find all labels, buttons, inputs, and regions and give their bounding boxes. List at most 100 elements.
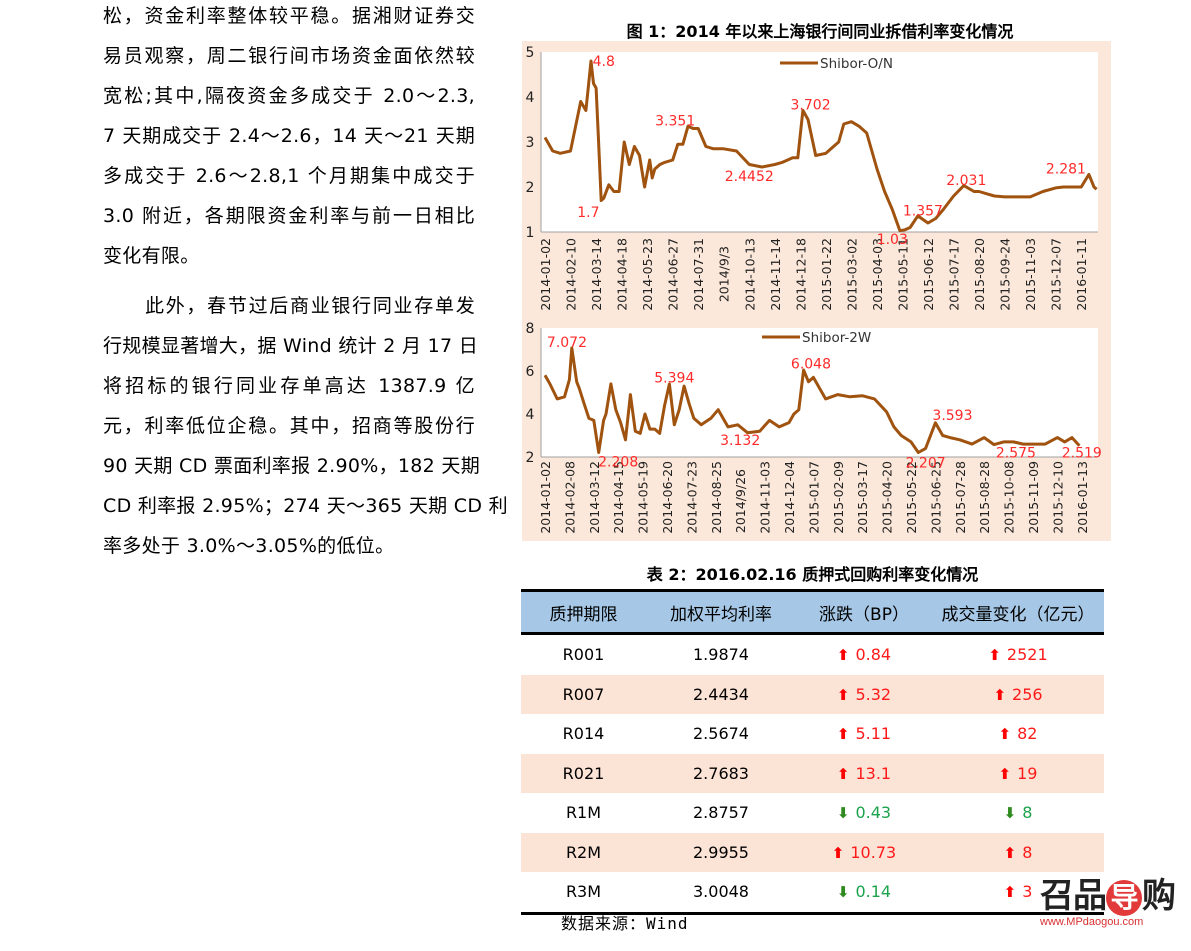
y-tick-label: 6 — [526, 364, 535, 380]
arrow-up-icon: ⬆ — [998, 764, 1012, 783]
series-line — [543, 346, 1081, 454]
change-value: 5.32 — [855, 684, 892, 704]
x-tick-label: 2015-12-07 — [1049, 238, 1064, 311]
table-row: R021 2.7683 ⬆ 13.1 ⬆ 19 — [521, 753, 1104, 793]
cell-volume: ⬆ 2521 — [932, 634, 1104, 675]
table-row: R1M 2.8757 ⬇ 0.43 ⬇ 8 — [521, 793, 1104, 833]
y-tick-label: 3 — [526, 135, 535, 151]
cell-change: ⬆ 10.73 — [796, 832, 932, 872]
x-tick-label: 2016-01-13 — [1075, 461, 1090, 534]
watermark: 召品导购 www.MPdaogou.com — [1040, 876, 1180, 928]
x-tick-label: 2014-10-13 — [742, 238, 757, 311]
x-tick-label: 2014-02-08 — [562, 461, 577, 534]
y-tick-label: 4 — [526, 407, 535, 423]
logo-text-mid: 导 — [1106, 880, 1142, 916]
y-tick-label: 2 — [526, 180, 535, 196]
volume-value: 256 — [1012, 684, 1043, 704]
table-row: R007 2.4434 ⬆ 5.32 ⬆ 256 — [521, 674, 1104, 714]
cell-rate: 2.9955 — [646, 832, 796, 872]
legend-label: Shibor-2W — [802, 330, 871, 346]
data-label: 2.031 — [946, 173, 986, 189]
volume-value: 2521 — [1006, 645, 1048, 665]
table-row: R001 1.9874 ⬆ 0.84 ⬆ 2521 — [521, 634, 1104, 675]
data-label: 1.357 — [903, 203, 943, 219]
table-row: R2M 2.9955 ⬆ 10.73 ⬆ 8 — [521, 832, 1104, 872]
cell-volume: ⬇ 8 — [932, 793, 1104, 833]
x-tick-label: 2015-03-02 — [844, 238, 859, 311]
x-tick-label: 2015-02-09 — [831, 461, 846, 534]
x-tick-label: 2015-05-11 — [895, 238, 910, 311]
header-weighted-rate: 加权平均利率 — [646, 589, 796, 635]
x-tick-label: 2015-04-03 — [870, 238, 885, 311]
x-tick-label: 2014-03-12 — [587, 461, 602, 534]
x-tick-label: 2014-05-23 — [640, 238, 655, 311]
arrow-up-icon: ⬆ — [988, 646, 1001, 665]
data-label: 1.7 — [577, 205, 599, 221]
cell-rate: 2.5674 — [693, 724, 749, 744]
change-value: 10.73 — [850, 842, 897, 862]
y-tick-label: 8 — [526, 321, 535, 337]
y-tick-label: 4 — [526, 90, 535, 106]
cell-term: R014 — [562, 724, 605, 744]
x-tick-label: 2015-03-17 — [855, 461, 870, 534]
plot-area — [541, 52, 1098, 232]
data-label: 3.702 — [791, 98, 831, 114]
data-label: 3.593 — [932, 408, 972, 424]
watermark-logo: 召品导购 — [1040, 876, 1180, 916]
text-line: CD 利率报 2.95%；274 天～365 天期 CD 利 — [103, 495, 508, 517]
data-label: 3.351 — [655, 113, 695, 129]
text-line: 3.0 附近，各期限资金利率与前一日相比 — [103, 205, 475, 227]
text-line: 将招标的银行同业存单高达 1387.9 亿 — [103, 375, 475, 397]
data-label: 7.072 — [547, 335, 587, 351]
cell-change: ⬇ 0.14 — [796, 872, 932, 915]
series-line — [543, 59, 1098, 233]
cell-change: ⬇ 0.43 — [796, 793, 932, 833]
x-tick-label: 2014-12-04 — [782, 461, 797, 534]
cell-change: ⬆ 5.11 — [796, 714, 932, 754]
data-label: 4.8 — [593, 54, 615, 70]
data-label: 2.519 — [1062, 446, 1102, 462]
x-tick-label: 2015-12-10 — [1050, 461, 1065, 534]
x-tick-label: 2015-01-07 — [806, 461, 821, 534]
header-volume-change: 成交量变化（亿元） — [932, 589, 1104, 635]
x-tick-label: 2015-01-22 — [819, 238, 834, 311]
arrow-up-icon: ⬆ — [1003, 843, 1017, 862]
x-tick-label: 2014-05-19 — [636, 461, 651, 534]
y-tick-label: 1 — [526, 225, 535, 241]
data-label: 2.4452 — [725, 169, 774, 185]
data-label: 2.575 — [996, 446, 1036, 462]
y-tick-label: 5 — [526, 45, 535, 61]
arrow-up-icon: ⬆ — [836, 685, 850, 704]
change-value: 0.14 — [855, 882, 892, 902]
arrow-down-icon: ⬇ — [836, 883, 850, 902]
cell-volume: ⬆ 8 — [932, 832, 1104, 872]
x-tick-label: 2014-06-27 — [666, 238, 681, 311]
change-value: 0.43 — [855, 803, 892, 823]
text-line: 行规模显著增大，据 Wind 统计 2 月 17 日 — [103, 335, 479, 357]
arrow-up-icon: ⬆ — [836, 646, 850, 665]
arrow-up-icon: ⬆ — [993, 685, 1007, 704]
text-line: 易员观察，周二银行间市场资金面依然较 — [103, 45, 475, 67]
arrow-up-icon: ⬆ — [836, 725, 850, 744]
x-tick-label: 2015-10-08 — [1002, 461, 1017, 534]
x-tick-label: 2014/9/26 — [733, 469, 748, 533]
table-row: R3M 3.0048 ⬇ 0.14 ⬆ 3 — [521, 872, 1104, 915]
data-label: 2.207 — [906, 455, 946, 471]
arrow-down-icon: ⬇ — [1003, 804, 1017, 823]
change-value: 0.84 — [855, 645, 892, 665]
cell-rate: 2.8757 — [693, 803, 749, 823]
x-tick-label: 2015-07-17 — [947, 238, 962, 311]
table-header-row: 质押期限 加权平均利率 涨跌（BP） 成交量变化（亿元） — [521, 589, 1104, 635]
data-source-note: 数据来源：Wind — [561, 914, 689, 933]
x-tick-label: 2014-07-31 — [691, 238, 706, 311]
cell-change: ⬆ 0.84 — [796, 634, 932, 675]
header-change-bp: 涨跌（BP） — [796, 589, 932, 635]
arrow-down-icon: ⬇ — [836, 804, 850, 823]
header-term: 质押期限 — [521, 589, 646, 635]
cell-volume: ⬆ 19 — [932, 753, 1104, 793]
x-tick-label: 2015-08-20 — [972, 238, 987, 311]
data-label: 2.281 — [1046, 162, 1086, 178]
change-value: 5.11 — [855, 724, 892, 744]
data-label: 6.048 — [791, 356, 831, 372]
x-tick-label: 2014-07-23 — [684, 461, 699, 534]
